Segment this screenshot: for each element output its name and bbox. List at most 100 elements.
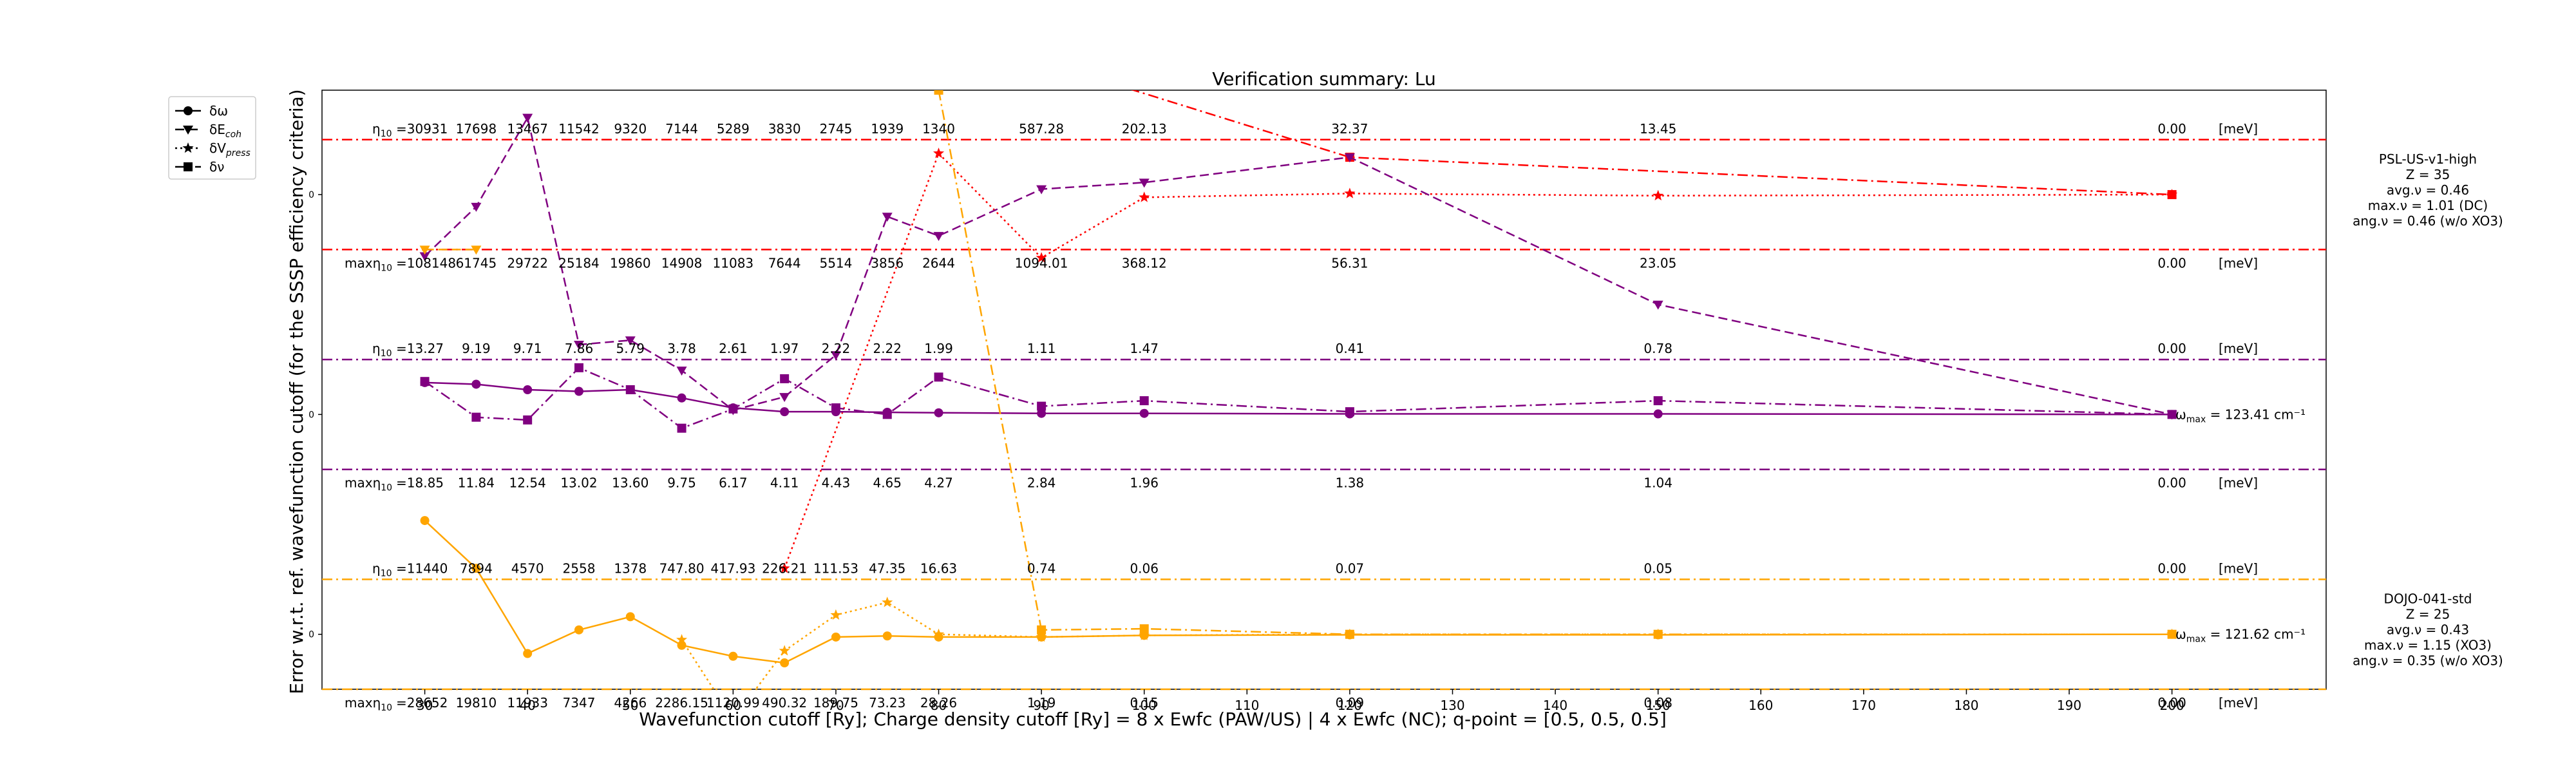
eta-value: 1939 [871,121,904,137]
max-eta-value: 189.75 [813,695,858,711]
x-tick-label: 160 [1748,698,1773,713]
annotation-layer: η10 maxη10 =30931 =108148 17698 61745 13467 297… [345,121,2503,713]
data-point [471,412,481,422]
eta-value: 9320 [614,121,647,137]
data-point [1036,252,1047,263]
data-point [523,385,533,394]
unit-label: [meV] [2219,341,2258,356]
pseudo-info-line: Z = 35 [2406,167,2450,182]
eta-value: 0.00 [2157,560,2186,576]
eta-value: 0.07 [1336,560,1365,576]
max-eta-value: 2286.15 [655,695,708,711]
data-point [1653,396,1663,406]
data-point [677,393,687,403]
data-point [779,393,790,403]
data-point [676,634,688,645]
unit-label: [meV] [2219,560,2258,576]
x-tick-label: 70 [828,698,844,713]
data-point [625,612,635,622]
series-layer [419,25,2178,689]
x-tick-label: 30 [417,698,433,713]
data-point [780,374,790,383]
data-point [933,628,945,639]
max-eta-value: 0.00 [2157,255,2186,271]
max-eta-value: 11933 [507,695,548,711]
max-eta-value: 14908 [661,255,703,271]
max-eta-row-label: maxη10 [345,475,392,493]
data-point [1344,153,1355,163]
pseudo-info-line: max.ν = 1.15 (XO3) [2364,638,2492,653]
max-eta-value: 0.08 [1643,695,1672,711]
max-eta-value: 7644 [768,255,801,271]
max-eta-value: 12.54 [509,475,546,491]
data-point [1139,191,1150,202]
max-eta-value: 19860 [610,255,651,271]
series-line [938,90,2172,635]
max-eta-value: 2.84 [1027,475,1056,491]
data-point [574,386,583,396]
legend-label: δν [209,159,224,175]
eta-value: 9.71 [513,341,542,356]
eta-value: =13.27 [396,341,444,356]
max-eta-value: 5514 [819,255,852,271]
max-eta-value: 11.84 [458,475,495,491]
data-point [1139,408,1149,418]
max-eta-value: 56.31 [1331,255,1368,271]
data-point [1653,300,1663,310]
data-point [934,25,943,34]
eta-value: 4570 [511,560,544,576]
x-tick-label: 130 [1440,698,1464,713]
data-point [1653,628,1664,639]
eta-value: 32.37 [1331,121,1368,137]
pseudo-info-line: ang.ν = 0.35 (w/o XO3) [2353,653,2503,669]
series-line [784,151,2172,569]
max-eta-value: 11083 [713,255,754,271]
legend-marker [183,126,193,135]
data-point [831,407,840,417]
chart-title: Verification summary: Lu [1212,68,1436,90]
series-line [424,115,2172,415]
eta-value: =30931 [396,121,448,137]
legend-label: δω [209,103,228,119]
data-point [523,649,533,658]
max-eta-value: 1.19 [1027,695,1056,711]
pseudo-info-line: PSL-US-v1-high [2379,151,2477,167]
data-point [2166,628,2178,639]
eta-value: 2745 [819,121,852,137]
eta-value: 0.06 [1130,560,1159,576]
eta-value: 1340 [922,121,955,137]
eta-value: 0.05 [1643,560,1672,576]
eta-row-label: η10 [372,560,392,578]
eta-value: 13467 [507,121,548,137]
data-point [471,379,481,389]
eta-value: 0.41 [1336,341,1365,356]
max-eta-row-label: maxη10 [345,255,392,273]
max-eta-value: 1.96 [1130,475,1159,491]
x-tick-label: 140 [1543,698,1567,713]
x-tick-label: 60 [725,698,741,713]
data-point [1653,409,1663,419]
max-eta-value: 23.05 [1640,255,1676,271]
eta-value: 0.00 [2157,121,2186,137]
eta-value: =11440 [396,560,448,576]
eta-value: 17698 [456,121,497,137]
legend-marker [184,106,193,115]
data-point [933,148,945,158]
data-point [471,202,482,212]
data-point [1139,629,1150,640]
pseudo-info-line: avg.ν = 0.46 [2387,182,2469,198]
data-point [780,407,790,417]
eta-value: 47.35 [869,560,905,576]
max-eta-value: 25184 [558,255,600,271]
data-point [779,562,790,573]
eta-row-label: η10 [372,121,392,139]
eta-value: 0.74 [1027,560,1056,576]
max-eta-value: 13.60 [612,475,649,491]
eta-value: 2558 [563,560,596,576]
data-point [420,377,430,387]
y-tick-label: 0 [308,630,314,640]
data-point [677,423,687,433]
max-eta-value: 4.43 [822,475,851,491]
